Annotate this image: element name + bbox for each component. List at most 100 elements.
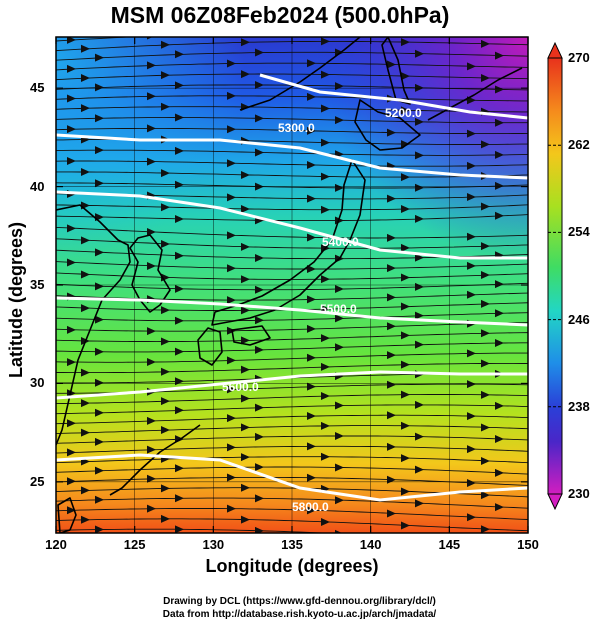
wind-arrow — [147, 474, 156, 483]
wind-arrow — [321, 334, 330, 343]
wind-arrow — [307, 265, 316, 274]
y-tick-label: 30 — [30, 375, 45, 391]
credit-data-source: Data from http://database.rish.kyoto-u.a… — [162, 609, 437, 620]
wind-arrow — [467, 192, 476, 201]
axis-tick-marks — [55, 37, 529, 533]
wind-arrow — [321, 362, 330, 371]
credit-dcl: Drawing by DCL (https://www.gfd-dennou.o… — [163, 596, 436, 607]
wind-arrow — [81, 236, 90, 245]
wind-arrow — [415, 311, 424, 320]
wind-arrow — [95, 378, 104, 387]
wind-arrow — [227, 125, 236, 134]
wind-arrow — [175, 113, 184, 122]
wind-arrow — [481, 390, 490, 399]
wind-arrow — [335, 529, 343, 533]
wind-arrow — [415, 534, 424, 542]
wind-arrow — [67, 477, 76, 486]
wind-arrow — [401, 521, 410, 530]
wind-arrow — [95, 179, 104, 188]
streamline — [56, 204, 528, 211]
wind-arrow — [241, 170, 250, 179]
x-tick-label: 135 — [281, 537, 303, 552]
wind-arrow — [161, 40, 170, 49]
wind-arrow — [307, 442, 316, 451]
wind-arrow — [175, 316, 184, 325]
wind-arrow — [255, 114, 264, 123]
wind-arrow — [387, 60, 396, 69]
coastline-china-coast — [56, 204, 131, 446]
wind-arrow — [81, 486, 90, 495]
wind-arrow — [241, 275, 250, 284]
wind-arrow — [161, 169, 170, 178]
wind-arrow — [241, 204, 250, 213]
wind-arrow — [495, 537, 504, 545]
wind-arrow — [335, 343, 344, 352]
wind-arrow — [401, 454, 410, 463]
wind-arrow — [67, 506, 76, 515]
x-tick-label: 145 — [438, 537, 461, 552]
wind-arrow — [401, 273, 410, 282]
wind-arrow — [95, 466, 104, 475]
colorbar-gradient — [547, 57, 563, 495]
wind-arrow — [335, 401, 344, 410]
streamline — [56, 456, 528, 464]
y-tick-label: 25 — [30, 473, 45, 489]
wind-arrow — [307, 473, 316, 482]
y-axis-label: Latitude (degrees) — [6, 221, 26, 378]
wind-arrow — [387, 509, 396, 518]
map-plot-area: 5200.0 5300.0 5400.0 5500.0 5600.0 5800.0 — [56, 37, 528, 545]
wind-arrow — [307, 506, 316, 515]
wind-arrow — [335, 463, 344, 472]
streamline — [56, 425, 528, 434]
wind-arrow — [67, 325, 76, 334]
wind-arrow — [415, 499, 424, 508]
wind-arrow — [415, 183, 424, 192]
wind-arrow — [401, 331, 410, 340]
wind-arrow — [335, 496, 344, 505]
wind-arrow — [95, 53, 104, 62]
wind-arrow — [241, 336, 250, 345]
wind-arrow — [67, 419, 76, 428]
wind-arrow — [255, 345, 264, 354]
streamline — [56, 528, 334, 533]
wind-arrow — [255, 494, 264, 503]
wind-arrow — [415, 214, 424, 223]
wind-arrow — [307, 295, 316, 304]
wind-arrow — [415, 117, 424, 126]
wind-arrow — [495, 435, 504, 444]
wind-arrow — [175, 525, 184, 533]
wind-arrow — [495, 150, 504, 159]
streamline — [56, 497, 528, 509]
wind-arrow — [387, 264, 396, 273]
wind-arrow — [161, 514, 170, 523]
y-tick-label: 45 — [30, 80, 45, 96]
y-tick-label: 40 — [30, 178, 45, 194]
wind-arrow — [321, 172, 330, 181]
wind-arrow — [95, 83, 104, 92]
wind-arrow — [241, 242, 250, 251]
coastline-shikoku — [231, 325, 271, 346]
wind-arrow — [95, 437, 104, 446]
wind-arrow — [467, 290, 476, 299]
wind-arrow — [255, 48, 264, 57]
wind-arrow — [335, 284, 344, 293]
wind-arrow — [495, 211, 504, 220]
wind-arrow — [255, 316, 264, 325]
wind-arrow — [241, 38, 250, 47]
wind-arrow — [147, 504, 156, 513]
wind-arrow — [147, 124, 156, 133]
wind-arrow — [161, 102, 170, 111]
streamline — [56, 435, 528, 444]
wind-arrow — [467, 445, 476, 454]
coastline-honshu — [211, 159, 366, 326]
coastline-hokkaido — [354, 99, 421, 151]
coastline-kyushu — [197, 327, 223, 366]
wind-arrow — [67, 224, 76, 233]
wind-arrow — [307, 59, 316, 68]
x-tick-label: 120 — [45, 537, 67, 552]
wind-arrow — [175, 406, 184, 415]
wind-arrow — [255, 526, 264, 533]
coastlines — [56, 37, 523, 533]
wind-arrow — [227, 91, 236, 100]
wind-arrow — [495, 338, 504, 347]
